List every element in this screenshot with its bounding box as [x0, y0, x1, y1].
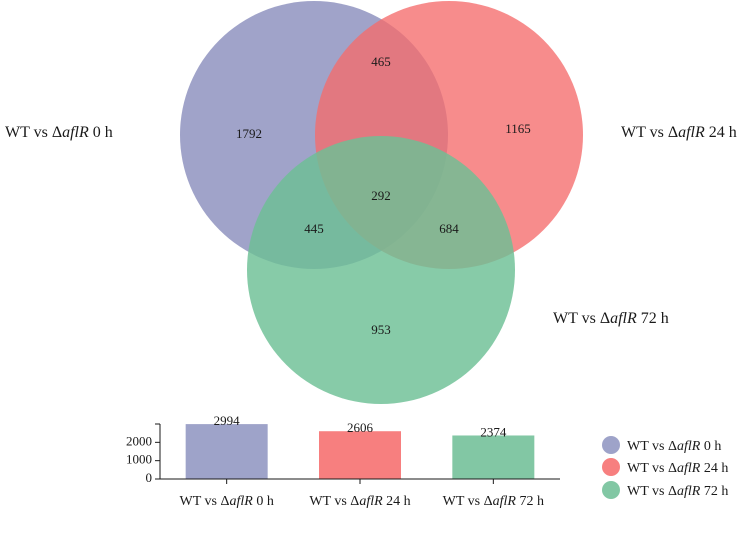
legend-label-0-suffix: 0 h	[700, 439, 721, 454]
legend-label-2-gene: aflR	[677, 484, 701, 499]
venn-label-0h-suffix: 0 h	[89, 124, 113, 141]
bar-0	[185, 424, 268, 479]
y-tick-label: 1000	[126, 452, 152, 467]
venn-count-only-0h: 1792	[236, 126, 262, 141]
venn-label-72h-gene: aflR	[610, 310, 637, 327]
bar-value-label-0: 2994	[214, 413, 241, 428]
x-tick-label-0: WT vs ΔaflR 0 h	[180, 494, 274, 509]
legend-swatch-2	[602, 481, 620, 499]
x-tick-label-0-gene: aflR	[229, 494, 253, 509]
bar-value-label-1: 2606	[347, 420, 374, 435]
x-tick-label-2-suffix: 72 h	[516, 494, 544, 509]
legend-label-0-prefix: WT vs Δ	[627, 439, 677, 454]
y-tick-label: 0	[146, 470, 153, 485]
legend-label-1-prefix: WT vs Δ	[627, 461, 677, 476]
x-tick-label-0-prefix: WT vs Δ	[180, 494, 230, 509]
venn-label-24h-gene: aflR	[678, 124, 705, 141]
venn-count-only-24h: 1165	[505, 121, 531, 136]
y-tick-label: 2000	[126, 433, 152, 448]
y-ticks: 0 1000 2000	[126, 423, 160, 485]
venn-label-72h: WT vs ΔaflR 72 h	[553, 310, 669, 327]
x-ticks: WT vs ΔaflR 0 h WT vs ΔaflR 24 h WT vs Δaf…	[180, 479, 544, 509]
x-tick-label-1-suffix: 24 h	[383, 494, 411, 509]
x-tick-label-2: WT vs ΔaflR 72 h	[443, 494, 544, 509]
venn-label-0h: WT vs ΔaflR 0 h	[5, 124, 113, 141]
legend-swatch-1	[602, 458, 620, 476]
venn-count-only-72h: 953	[371, 322, 391, 337]
x-tick-label-1-prefix: WT vs Δ	[309, 494, 359, 509]
legend-swatch-0	[602, 436, 620, 454]
venn-label-24h-prefix: WT vs Δ	[621, 124, 678, 141]
venn-circle-72h	[247, 136, 515, 404]
legend-label-2: WT vs ΔaflR 72 h	[627, 484, 728, 499]
bar-group	[185, 424, 535, 479]
x-tick-label-1-gene: aflR	[359, 494, 383, 509]
venn-count-0h-72h: 445	[304, 221, 324, 236]
venn-label-24h: WT vs ΔaflR 24 h	[621, 124, 737, 141]
venn-count-all: 292	[371, 188, 391, 203]
legend-label-0-gene: aflR	[677, 439, 701, 454]
venn-label-72h-prefix: WT vs Δ	[553, 310, 610, 327]
venn-diagram: 1792 1165 953 465 445 684 292 WT vs Δafl…	[5, 1, 737, 404]
venn-label-72h-suffix: 72 h	[637, 310, 669, 327]
legend-label-1-suffix: 24 h	[700, 461, 728, 476]
x-tick-label-2-prefix: WT vs Δ	[443, 494, 493, 509]
bar-2	[452, 435, 535, 479]
venn-label-24h-suffix: 24 h	[705, 124, 737, 141]
bar-value-labels: 2994 2606 2374	[214, 413, 507, 439]
x-tick-label-1: WT vs ΔaflR 24 h	[309, 494, 410, 509]
legend-label-1: WT vs ΔaflR 24 h	[627, 461, 728, 476]
x-tick-label-0-suffix: 0 h	[253, 494, 274, 509]
venn-label-0h-prefix: WT vs Δ	[5, 124, 62, 141]
legend-label-1-gene: aflR	[677, 461, 701, 476]
legend: WT vs ΔaflR 0 hWT vs ΔaflR 24 hWT vs Δaf…	[602, 436, 728, 499]
venn-count-24h-72h: 684	[439, 221, 459, 236]
bar-value-label-2: 2374	[480, 424, 507, 439]
x-tick-label-2-gene: aflR	[493, 494, 517, 509]
venn-label-0h-gene: aflR	[62, 124, 89, 141]
legend-label-2-prefix: WT vs Δ	[627, 484, 677, 499]
legend-label-0: WT vs ΔaflR 0 h	[627, 439, 721, 454]
venn-count-0h-24h: 465	[371, 54, 391, 69]
bar-1	[319, 431, 401, 479]
legend-label-2-suffix: 72 h	[700, 484, 728, 499]
